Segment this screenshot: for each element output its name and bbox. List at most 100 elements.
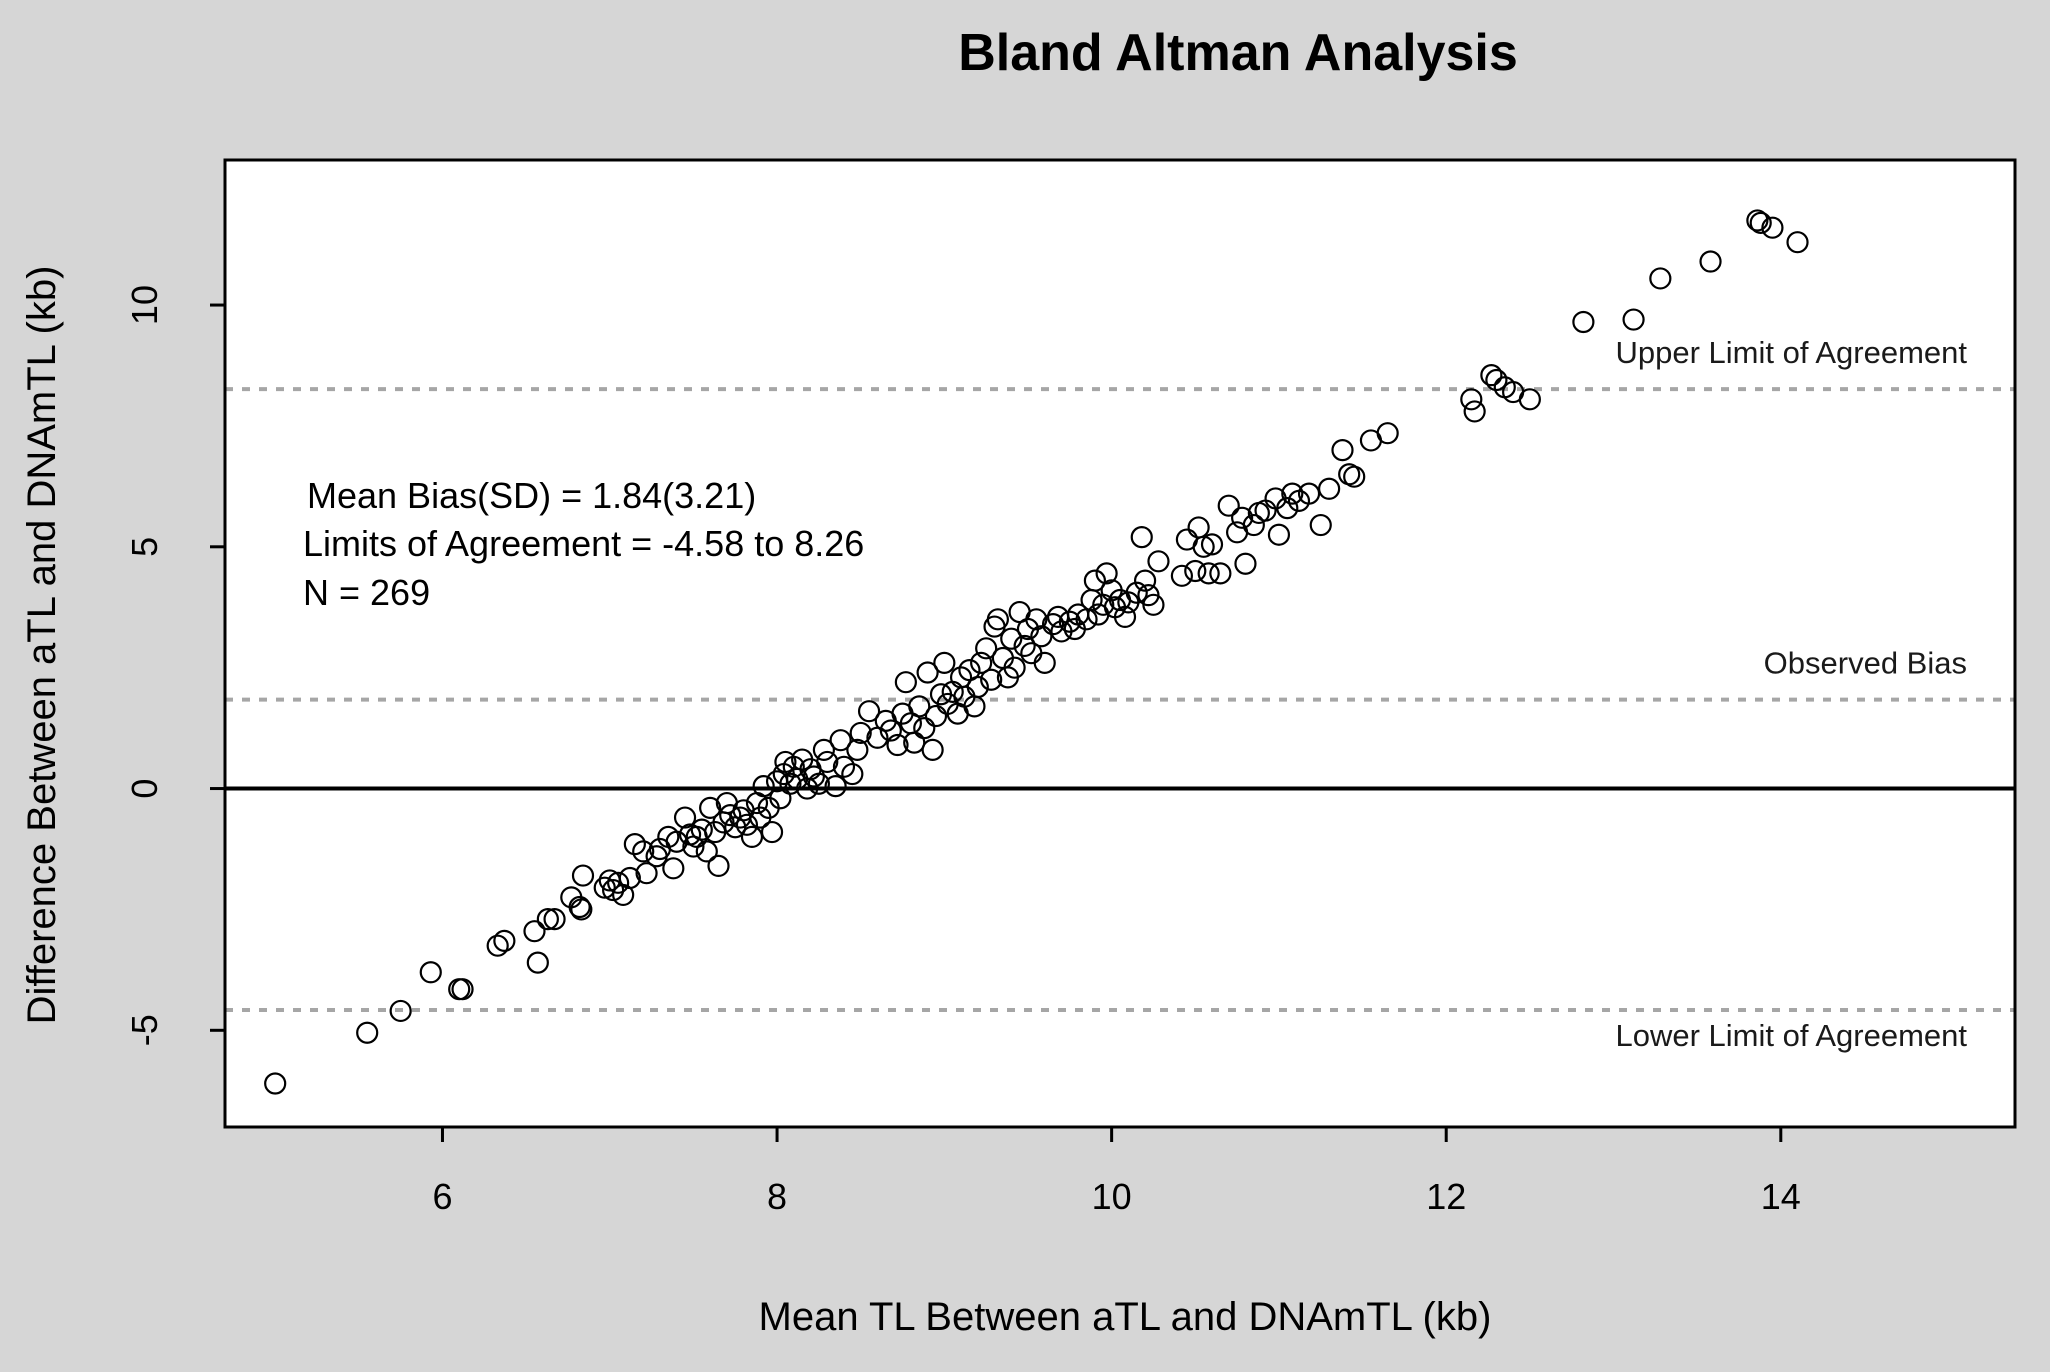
x-axis-label: Mean TL Between aTL and DNAmTL (kb) [759, 1295, 1492, 1339]
data-point [824, 775, 847, 798]
data-point [673, 806, 697, 829]
data-point [699, 796, 722, 819]
data-point [1518, 388, 1541, 411]
data-point [782, 755, 805, 778]
data-point [921, 738, 944, 761]
data-point [1170, 564, 1193, 587]
data-point [802, 765, 825, 788]
data-point [1649, 267, 1672, 290]
data-point [1622, 308, 1645, 331]
data-point [662, 857, 685, 880]
data-point [526, 951, 549, 974]
data-point [1125, 581, 1148, 604]
data-point [857, 700, 881, 723]
data-point [695, 840, 718, 863]
x-tick-label: 10 [1092, 1176, 1132, 1217]
data-point [1749, 211, 1772, 234]
data-point [635, 862, 658, 885]
data-point [389, 999, 412, 1023]
data-point [807, 772, 830, 795]
data-point [623, 833, 646, 856]
data-point [1197, 562, 1220, 585]
data-point [879, 719, 902, 742]
data-point [846, 738, 869, 761]
data-point [571, 864, 595, 887]
data-point [264, 1072, 287, 1095]
data-point [1217, 494, 1240, 517]
data-point [1242, 513, 1265, 537]
data-point [1318, 477, 1341, 500]
data-point [812, 738, 835, 761]
data-point [1095, 562, 1118, 585]
x-tick-label: 8 [767, 1176, 787, 1217]
data-point [1281, 482, 1304, 505]
data-point [913, 717, 936, 740]
data-point [568, 895, 591, 919]
mean-bias-text: Mean Bias(SD) = 1.84(3.21) [307, 475, 756, 516]
data-point [779, 772, 802, 795]
data-point [908, 695, 931, 718]
y-axis-label: Difference Between aTL and DNAmTL (kb) [20, 266, 64, 1025]
data-point [760, 820, 784, 844]
data-point [832, 755, 856, 778]
data-point [1033, 651, 1056, 674]
data-point [570, 898, 593, 921]
data-point [1013, 634, 1036, 658]
data-point [894, 671, 917, 694]
data-point [829, 729, 852, 752]
data-point [356, 1021, 379, 1044]
data-point [1480, 364, 1503, 387]
data-point [1572, 310, 1595, 334]
sample-size-text: N = 269 [303, 572, 430, 613]
data-point [1746, 209, 1769, 232]
y-tick-label: 0 [124, 779, 165, 799]
plot-area [225, 160, 2015, 1127]
data-point [1000, 627, 1023, 650]
data-point [536, 907, 559, 931]
data-point [752, 775, 775, 798]
data-point [980, 668, 1003, 691]
data-point [1200, 533, 1224, 556]
data-point [1083, 569, 1107, 592]
data-point [707, 854, 730, 878]
data-point [735, 813, 759, 836]
data-point [975, 637, 998, 660]
data-point [1343, 465, 1366, 488]
data-point [523, 920, 546, 943]
data-point [916, 661, 939, 684]
data-point [419, 961, 442, 984]
x-tick-label: 12 [1426, 1176, 1466, 1217]
data-point [1209, 562, 1232, 585]
data-point [1234, 552, 1257, 575]
limits-of-agreement-text: Limits of Agreement = -4.58 to 8.26 [303, 523, 864, 564]
data-point [1699, 250, 1722, 273]
data-point [1297, 482, 1321, 505]
data-point [1267, 523, 1291, 546]
data-point [1130, 526, 1153, 549]
data-point [1041, 613, 1065, 636]
data-point [986, 608, 1009, 631]
data-point [1058, 610, 1081, 633]
data-point [740, 825, 764, 849]
data-point [1184, 559, 1207, 583]
data-point [1786, 231, 1809, 254]
data-point [1003, 656, 1026, 679]
y-tick-label: -5 [124, 1014, 165, 1046]
data-point [1142, 593, 1165, 616]
observed-bias-label: Observed Bias [1764, 646, 1967, 681]
data-point [493, 929, 516, 952]
data-point [607, 871, 630, 894]
data-point [602, 878, 625, 902]
y-tick-label: 10 [124, 285, 165, 325]
data-point [966, 675, 989, 699]
plot-border [223, 158, 2017, 1129]
data-point [690, 818, 713, 841]
data-point [1485, 368, 1508, 392]
y-tick-label: 5 [124, 537, 165, 557]
data-point [1460, 388, 1483, 411]
data-point [924, 704, 948, 728]
data-point [1133, 569, 1157, 592]
x-tick-label: 14 [1761, 1176, 1801, 1217]
data-point [719, 804, 742, 827]
data-point [886, 733, 909, 757]
